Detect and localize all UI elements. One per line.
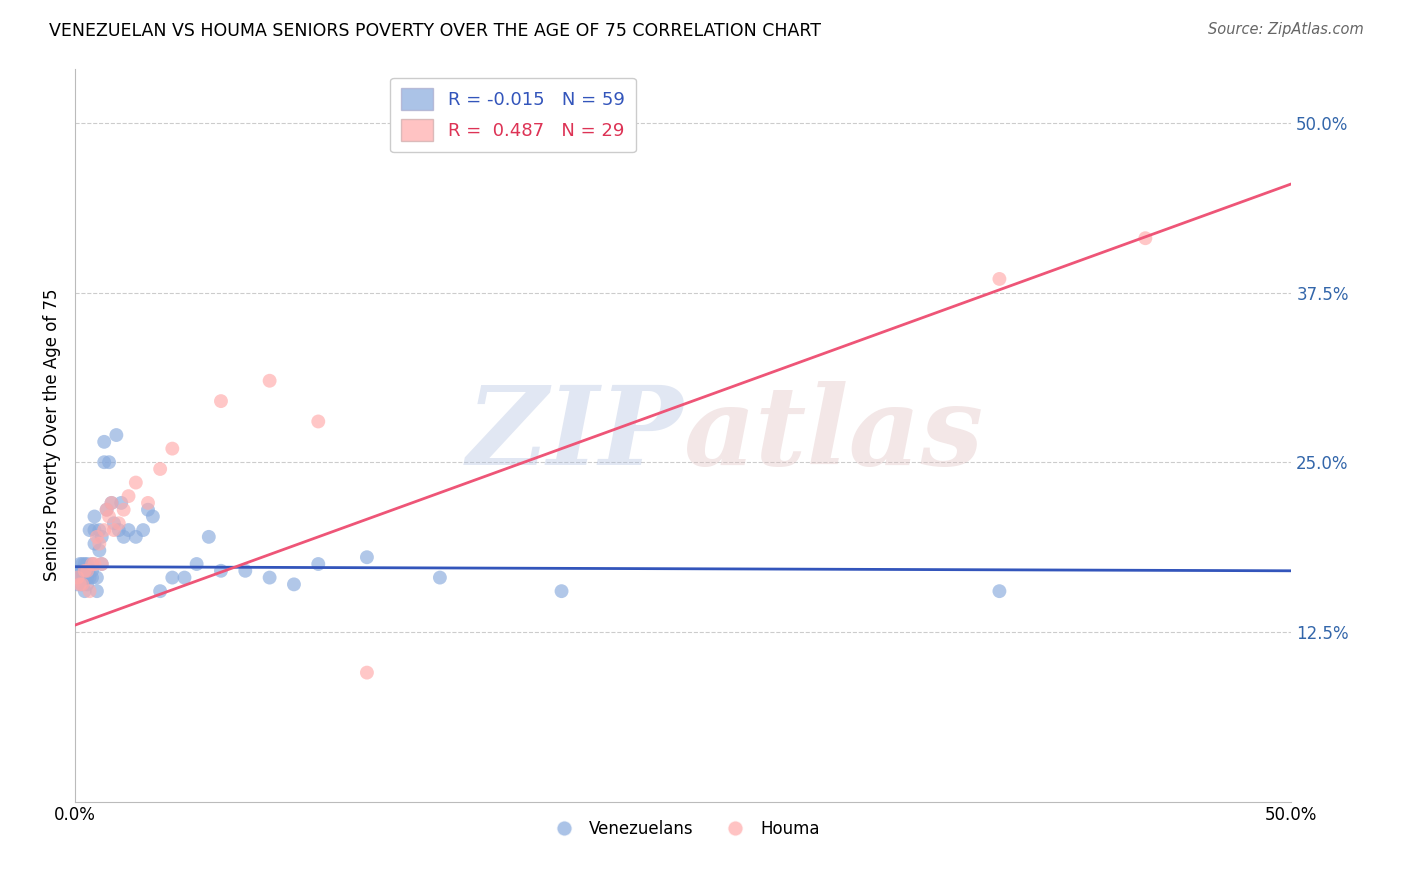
Point [66,577,89,591]
Point [73,571,96,585]
Point [162,442,184,456]
Point [356,550,378,565]
Point [93,434,115,449]
Point [73,564,96,578]
Point [103,516,125,531]
Y-axis label: Seniors Poverty Over the Age of 75: Seniors Poverty Over the Age of 75 [44,289,60,582]
Point [103,523,125,537]
Point [107,516,129,531]
Point [72,577,94,591]
Point [79,584,101,599]
Point [83,557,105,571]
Point [76,571,98,585]
Point [259,374,281,388]
Point [83,523,105,537]
Point [89,543,111,558]
Point [110,496,132,510]
Point [80,571,103,585]
Text: atlas: atlas [683,381,983,489]
Point [93,455,115,469]
Point [90,557,112,571]
Text: Source: ZipAtlas.com: Source: ZipAtlas.com [1208,22,1364,37]
Point [89,536,111,550]
Point [142,509,165,524]
Point [105,428,128,442]
Point [429,571,451,585]
Point [72,564,94,578]
Point [233,564,256,578]
Point [93,523,115,537]
Point [550,584,572,599]
Point [988,272,1011,286]
Point [79,571,101,585]
Point [69,564,91,578]
Point [107,523,129,537]
Point [149,584,172,599]
Point [69,577,91,591]
Point [112,502,135,516]
Point [117,489,139,503]
Point [72,557,94,571]
Point [96,502,118,516]
Point [356,665,378,680]
Point [283,577,305,591]
Legend: Venezuelans, Houma: Venezuelans, Houma [540,814,827,845]
Point [72,577,94,591]
Point [76,557,98,571]
Point [76,564,98,578]
Point [173,571,195,585]
Point [76,564,98,578]
Point [66,571,89,585]
Point [162,571,184,585]
Point [69,571,91,585]
Point [100,496,122,510]
Point [186,557,208,571]
Point [86,571,108,585]
Text: ZIP: ZIP [467,381,683,489]
Point [98,455,121,469]
Point [988,584,1011,599]
Point [100,496,122,510]
Point [86,584,108,599]
Point [83,536,105,550]
Point [79,523,101,537]
Point [69,557,91,571]
Point [73,557,96,571]
Point [125,475,148,490]
Point [117,523,139,537]
Point [76,577,98,591]
Point [86,530,108,544]
Point [136,496,159,510]
Point [198,530,221,544]
Point [307,415,329,429]
Point [89,523,111,537]
Point [66,571,89,585]
Point [112,530,135,544]
Point [259,571,281,585]
Point [136,502,159,516]
Point [96,502,118,516]
Point [125,530,148,544]
Point [209,564,232,578]
Point [90,530,112,544]
Point [132,523,155,537]
Point [209,394,232,409]
Point [98,509,121,524]
Point [80,557,103,571]
Point [72,571,94,585]
Point [73,584,96,599]
Point [80,564,103,578]
Point [307,557,329,571]
Point [83,509,105,524]
Point [149,462,172,476]
Point [90,557,112,571]
Point [1135,231,1157,245]
Point [80,557,103,571]
Text: VENEZUELAN VS HOUMA SENIORS POVERTY OVER THE AGE OF 75 CORRELATION CHART: VENEZUELAN VS HOUMA SENIORS POVERTY OVER… [49,22,821,40]
